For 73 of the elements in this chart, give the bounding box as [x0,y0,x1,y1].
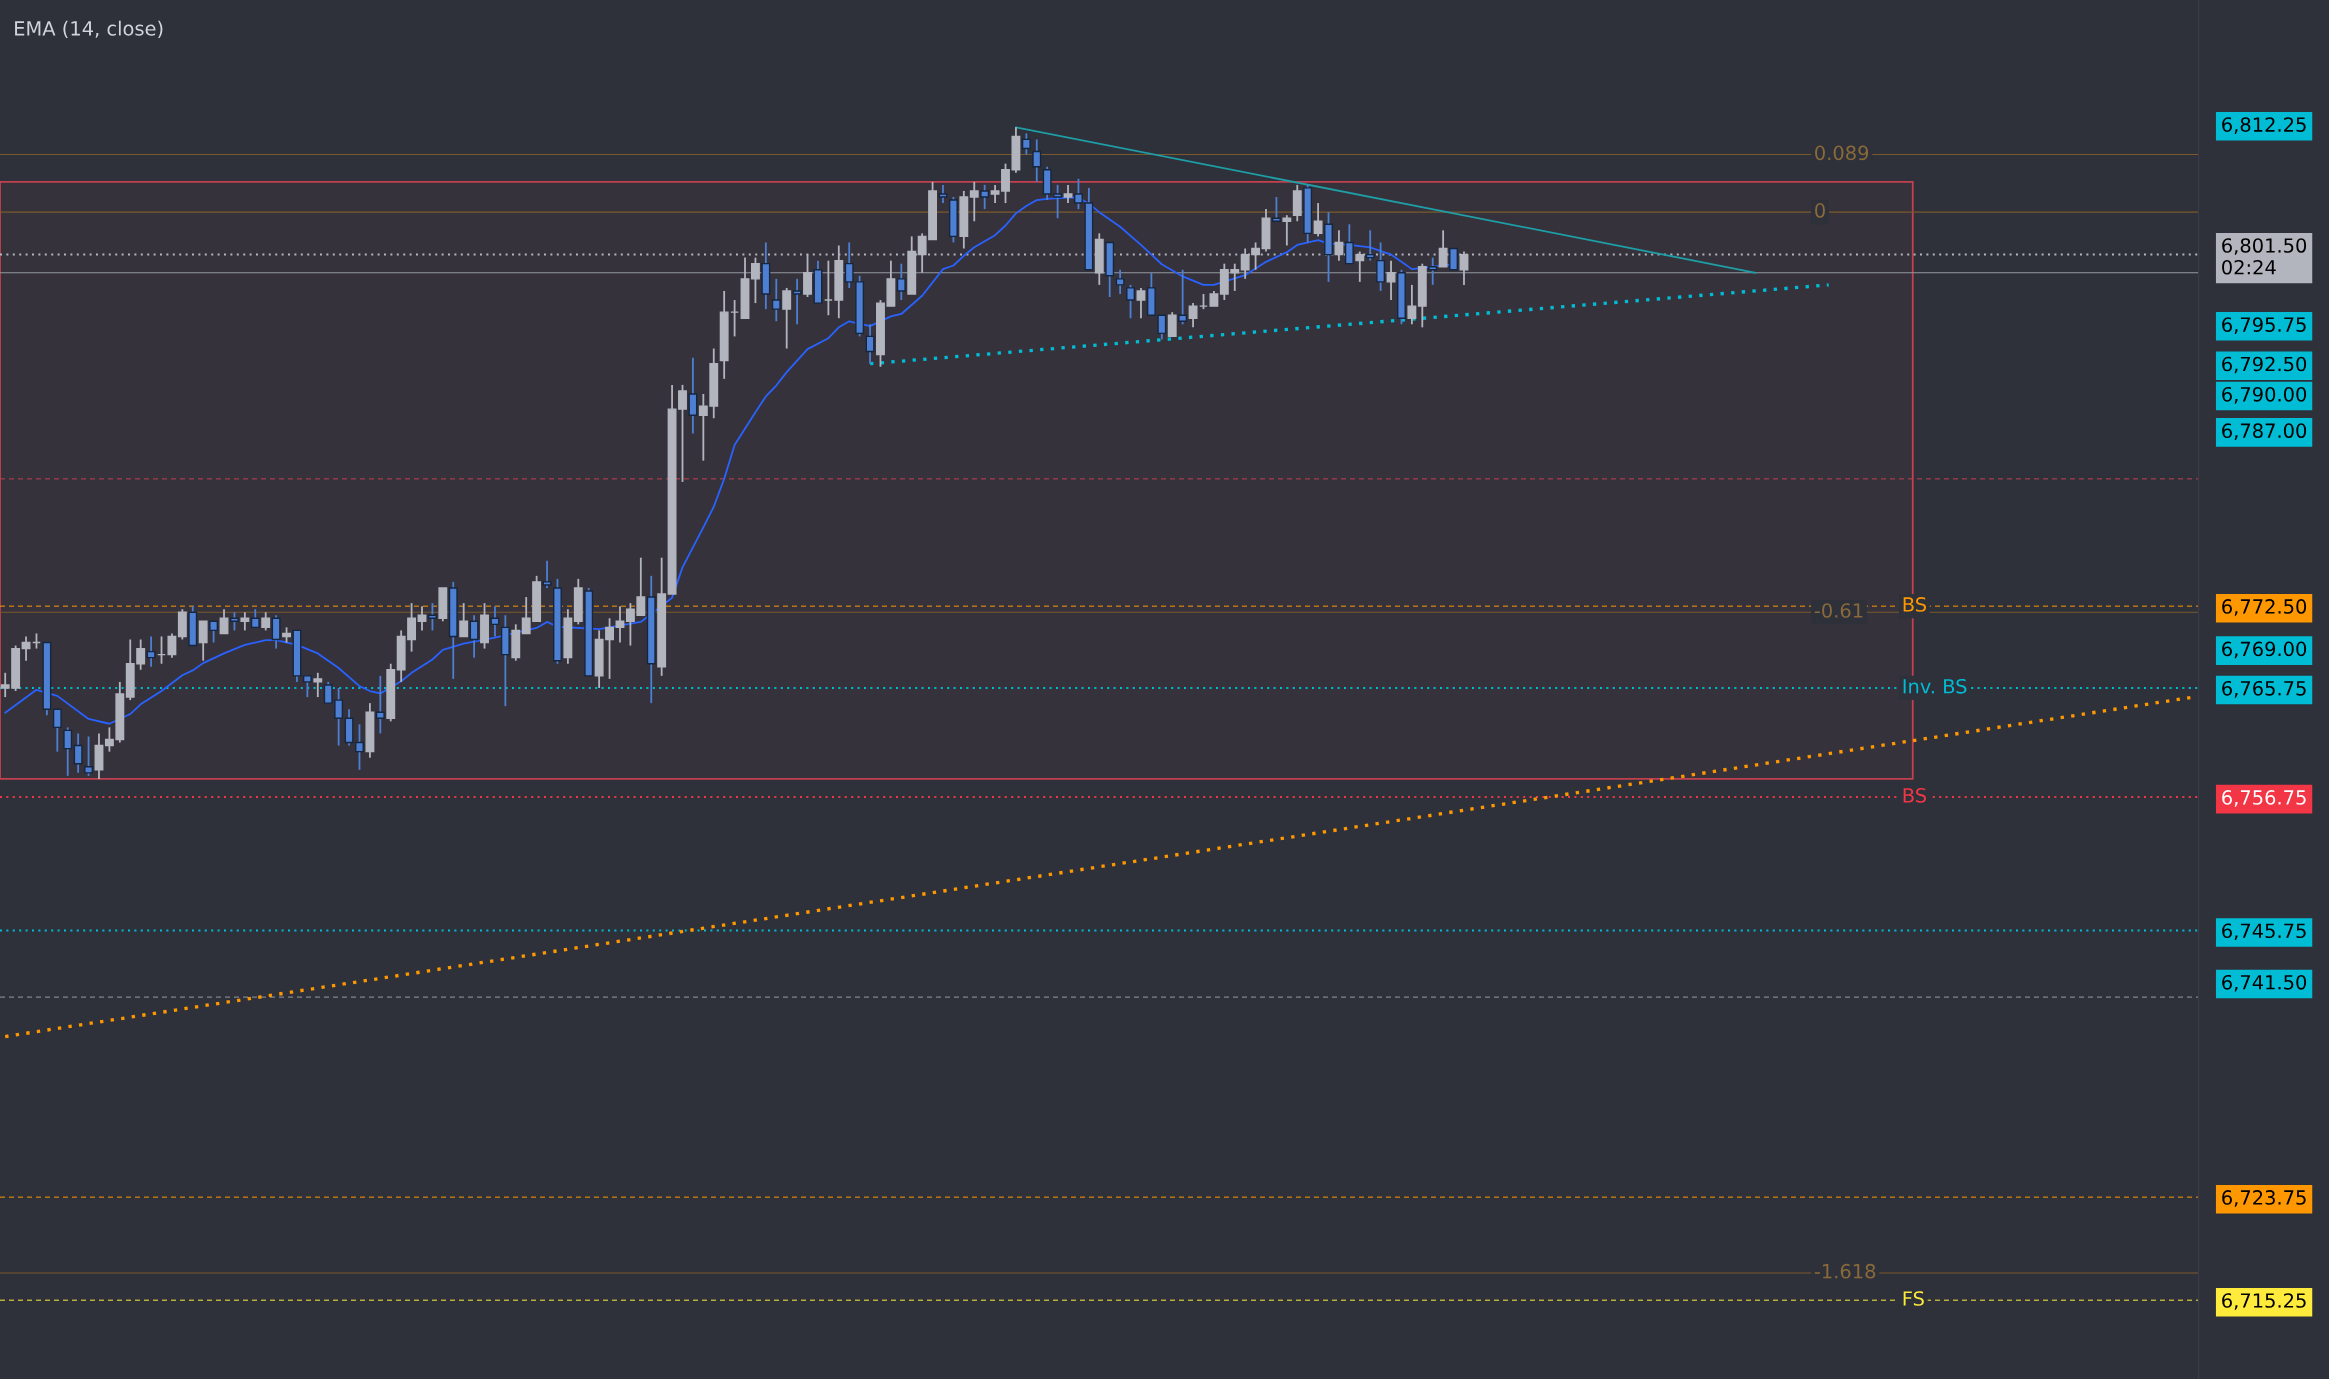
candlestick [375,674,385,735]
y-tick-label: 6,769.00 [2222,641,2307,659]
candlestick [1115,268,1125,295]
y-tick-label: 6,795.75 [2222,317,2306,334]
annotation: -0.61 [1814,603,1863,618]
candlestick [73,732,83,774]
candlestick [313,671,323,698]
y-tick-label: 6,715.25 [2222,1293,2306,1310]
y-tick-label: 6,787.00 [2222,423,2307,441]
candlestick [63,726,73,777]
candlestick [1271,196,1281,223]
y-tick-label: 6,772.50 [2222,599,2307,616]
candlestick [459,602,469,638]
ref-line-label: BS [1903,788,1927,803]
candlestick [896,262,906,301]
candlestick [1313,202,1323,238]
ref-line-label: BS [1903,597,1927,612]
candlestick [1376,241,1386,292]
candlestick [980,183,990,211]
candlestick [1167,311,1177,338]
candlestick [1449,247,1459,271]
candlestick [688,356,698,435]
candlestick [969,180,979,223]
candlestick [240,611,250,632]
y-tick-label: 6,745.75 [2222,923,2306,941]
candlestick [250,608,260,629]
annotation: EMA (14, close) [15,20,163,39]
candlestick [261,611,271,632]
y-tick-label: 6,801.50 02:24 [2222,238,2307,275]
annotation: 0 [1815,203,1825,218]
candlestick [1344,223,1354,265]
candlestick [750,256,760,304]
candlestick [1178,268,1188,326]
candlestick [1188,302,1198,329]
candlestick [427,602,437,632]
y-tick-label: 6,741.50 [2222,974,2307,992]
candlestick [1032,138,1042,183]
annotation: 0.089 [1815,145,1869,161]
candlestick [792,277,802,326]
annotation: -1.618 [1814,1263,1876,1279]
candlestick [1063,183,1073,204]
y-tick-label: 6,812.25 [2222,117,2306,134]
candlestick [542,559,552,589]
candlestick [1136,287,1146,320]
candlestick [271,614,281,650]
y-tick-label: 6,790.00 [2222,386,2307,404]
candlestick [1365,229,1375,262]
candlestick [302,674,312,698]
candlestick [771,277,781,323]
candlestick [209,620,219,644]
candlestick [782,287,792,350]
y-tick-label: 6,765.75 [2222,680,2306,698]
candlestick [1428,256,1438,286]
ref-line-label: FS [1903,1291,1924,1306]
candlestick [1438,229,1448,268]
candlestick [52,708,62,753]
candlestick [1021,132,1031,156]
candlestick [229,611,239,632]
candlestick [1126,283,1135,320]
candlestick [146,635,156,668]
y-tick-label: 6,756.75 [2222,790,2306,807]
candlestick [1282,214,1292,247]
ref-line-label: Inv. BS [1903,678,1967,694]
candlestick [198,620,208,662]
candlestick [938,183,948,204]
y-tick-label: 6,723.75 [2222,1190,2306,1207]
candlestick [167,632,177,659]
candlestick [469,614,479,659]
candlestick [84,735,94,777]
candlestick [1386,259,1396,301]
candlestick [1407,283,1417,326]
y-tick-label: 6,792.50 [2222,356,2307,374]
candlestick [490,605,500,638]
